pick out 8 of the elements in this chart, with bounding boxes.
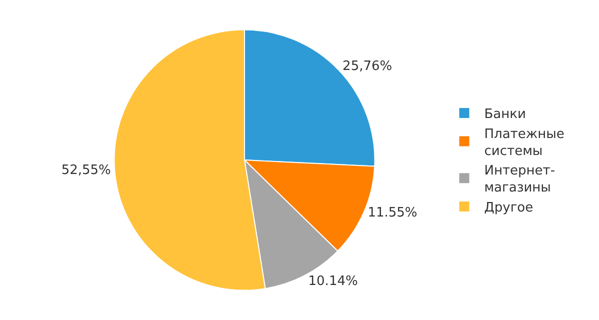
data-label: 10.14% bbox=[308, 274, 358, 290]
legend-label: Другое bbox=[484, 200, 534, 216]
data-label: 11.55% bbox=[368, 206, 418, 221]
legend-label: Интернет- магазины bbox=[484, 164, 556, 196]
legend-label: Банки bbox=[484, 107, 526, 122]
legend-label: Платежные системы bbox=[484, 126, 564, 159]
data-label: 25,76% bbox=[342, 59, 392, 74]
data-label: 52,55% bbox=[61, 162, 111, 178]
